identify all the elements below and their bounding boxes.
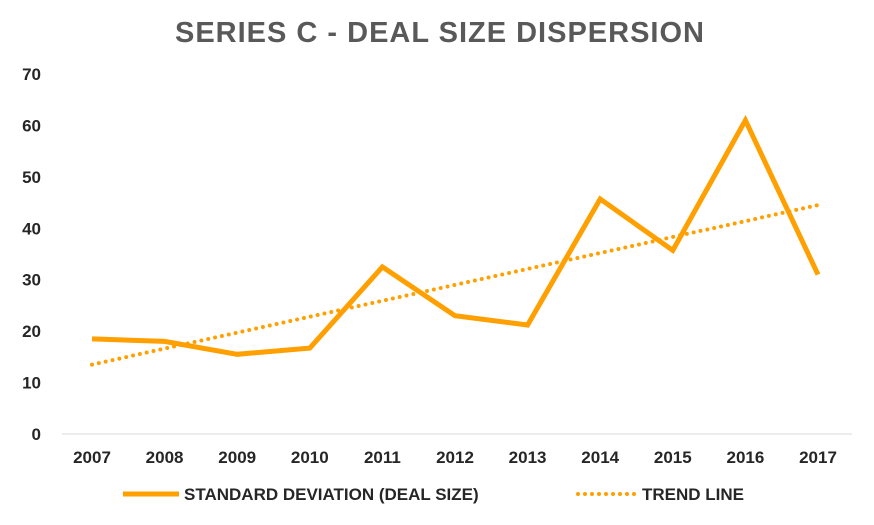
point-standard-deviation-2016 xyxy=(742,117,748,123)
point-trend-line-2014 xyxy=(597,250,603,256)
y-axis-ticks: 0 10 20 30 40 50 60 70 xyxy=(22,65,41,444)
x-tick-label: 2017 xyxy=(799,448,837,467)
y-tick-label: 50 xyxy=(22,168,41,187)
point-trend-line-2017 xyxy=(815,202,821,208)
x-tick-label: 2015 xyxy=(654,448,692,467)
legend: STANDARD DEVIATION (DEAL SIZE) TREND LIN… xyxy=(123,485,744,504)
x-tick-label: 2013 xyxy=(509,448,547,467)
legend-label-standard-deviation: STANDARD DEVIATION (DEAL SIZE) xyxy=(184,485,479,504)
chart-title: SERIES C - DEAL SIZE DISPERSION xyxy=(175,17,705,49)
point-trend-line-2015 xyxy=(670,234,676,240)
x-tick-label: 2014 xyxy=(581,448,619,467)
series-line-standard-deviation xyxy=(91,114,821,357)
x-tick-label: 2016 xyxy=(726,448,764,467)
x-tick-label: 2009 xyxy=(218,448,256,467)
series-line-trend-line xyxy=(90,203,820,367)
point-trend-line-2008 xyxy=(162,346,168,352)
y-tick-label: 40 xyxy=(22,219,41,238)
point-trend-line-2009 xyxy=(234,330,240,336)
point-trend-line-2012 xyxy=(452,282,458,288)
y-tick-label: 20 xyxy=(22,322,41,341)
x-tick-label: 2011 xyxy=(364,448,401,467)
point-standard-deviation-2010 xyxy=(307,345,313,351)
x-tick-label: 2010 xyxy=(291,448,329,467)
point-trend-line-2007 xyxy=(89,362,95,368)
point-standard-deviation-2008 xyxy=(162,338,168,344)
series-layer xyxy=(89,114,821,368)
point-trend-line-2011 xyxy=(379,298,385,304)
point-standard-deviation-2012 xyxy=(452,313,458,319)
point-trend-line-2010 xyxy=(307,314,313,320)
legend-label-trend-line: TREND LINE xyxy=(642,485,744,504)
x-axis-ticks: 2007 2008 2009 2010 2011 2012 2013 2014 2015 2016… xyxy=(73,448,837,467)
point-standard-deviation-2009 xyxy=(234,351,240,357)
point-standard-deviation-2013 xyxy=(525,322,531,328)
x-tick-label: 2012 xyxy=(436,448,474,467)
y-tick-label: 60 xyxy=(22,116,41,135)
point-standard-deviation-2014 xyxy=(597,196,603,202)
x-tick-label: 2007 xyxy=(73,448,111,467)
point-trend-line-2016 xyxy=(742,218,748,224)
y-tick-label: 70 xyxy=(22,65,41,84)
point-standard-deviation-2015 xyxy=(670,247,676,253)
point-standard-deviation-2017 xyxy=(815,272,821,278)
y-tick-label: 0 xyxy=(32,425,41,444)
y-tick-label: 30 xyxy=(22,271,41,290)
point-standard-deviation-2007 xyxy=(89,336,95,342)
point-trend-line-2013 xyxy=(525,266,531,272)
x-tick-label: 2008 xyxy=(146,448,184,467)
y-tick-label: 10 xyxy=(22,374,41,393)
point-standard-deviation-2011 xyxy=(379,264,385,270)
